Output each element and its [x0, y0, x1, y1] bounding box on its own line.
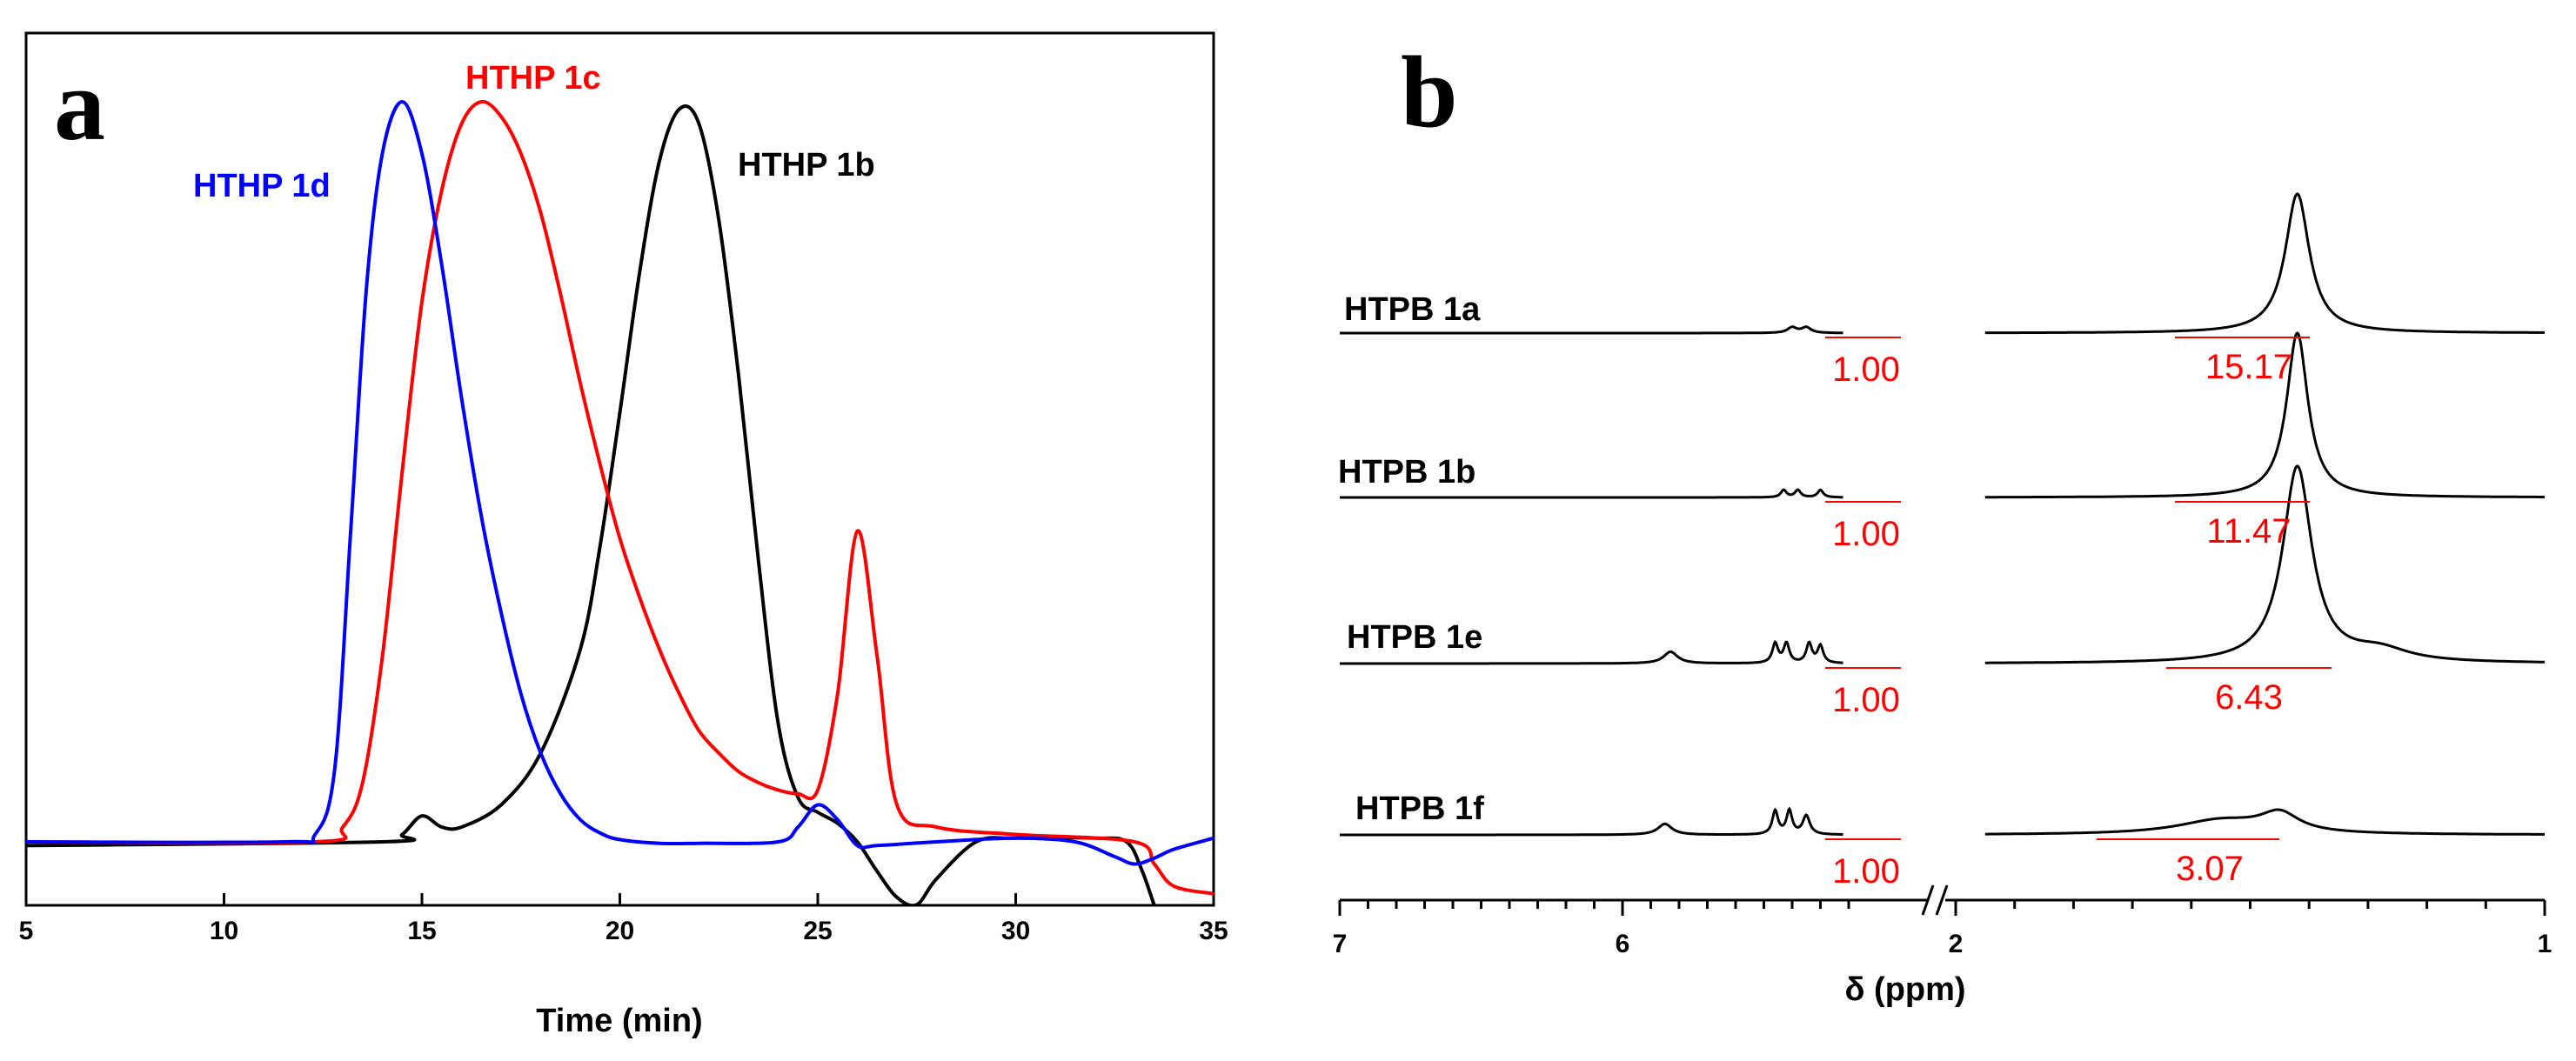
- spectrum-label-htpb-1f: HTPB 1f: [1355, 791, 1484, 827]
- spectrum-label-htpb-1b: HTPB 1b: [1338, 454, 1475, 490]
- spectrum-trace-right: [1984, 464, 2545, 664]
- axis-break-mark: [1921, 884, 1935, 916]
- panel-b-x-tick-label: 7: [1333, 930, 1348, 958]
- axis-break-mark: [1935, 884, 1949, 916]
- spectrum-trace-left: [1340, 806, 1843, 837]
- panel-b-x-axis: 7 6 2 1: [1333, 884, 2553, 958]
- panel-b-x-tick-label: 6: [1616, 930, 1630, 958]
- panel-b-spectra: [1340, 192, 2545, 837]
- series-line-hthp-1b: [26, 104, 1156, 905]
- spectrum-trace-left: [1340, 325, 1843, 335]
- panel-b-x-tick-label: 2: [1949, 930, 1964, 958]
- spectrum-trace-right: [1984, 331, 2545, 499]
- integral-value-left: 1.00: [1832, 681, 1900, 719]
- panel-b: b 1.00 15.17 1.00 11.47 1.00 6.43 1.00 3.07 HTP…: [1333, 35, 2553, 1008]
- panel-a-series: [26, 99, 1214, 905]
- spectrum-trace-right: [1984, 808, 2545, 836]
- panel-a-x-ticks: 5 10 15 20 25 30 35: [19, 893, 1228, 945]
- series-label-hthp-1c: HTHP 1c: [465, 60, 601, 97]
- panel-a: 5 10 15 20 25 30 35 a HTHP 1d HTHP 1c HTHP 1b …: [19, 31, 1228, 1039]
- spectrum-trace-left: [1340, 639, 1843, 665]
- integral-value-left: 1.00: [1832, 515, 1900, 553]
- spectrum-trace-right: [1984, 192, 2545, 335]
- panel-a-x-tick-label: 15: [407, 917, 436, 945]
- series-label-hthp-1b: HTHP 1b: [738, 147, 875, 184]
- integral-value-right: 3.07: [2176, 850, 2244, 888]
- panel-a-x-tick-label: 30: [1001, 917, 1030, 945]
- panel-b-letter: b: [1401, 35, 1458, 149]
- panel-a-x-tick-label: 20: [606, 917, 634, 945]
- spectrum-label-htpb-1e: HTPB 1e: [1347, 619, 1482, 656]
- integral-value-right: 15.17: [2205, 348, 2292, 386]
- series-line-hthp-1d: [26, 99, 1214, 866]
- series-label-hthp-1d: HTHP 1d: [193, 168, 331, 204]
- integral-value-right: 11.47: [2206, 512, 2291, 551]
- integral-value-left: 1.00: [1832, 350, 1900, 389]
- panel-a-x-tick-label: 5: [19, 917, 34, 945]
- panel-a-x-tick-label: 35: [1199, 917, 1228, 945]
- panel-a-x-tick-label: 25: [803, 917, 832, 945]
- panel-b-integrals: 1.00 15.17 1.00 11.47 1.00 6.43 1.00 3.07: [1825, 337, 2332, 891]
- spectrum-label-htpb-1a: HTPB 1a: [1344, 291, 1481, 328]
- spectrum-trace-left: [1340, 488, 1843, 499]
- panel-a-x-axis-title: Time (min): [536, 1003, 702, 1039]
- panel-b-x-tick-label: 1: [2538, 930, 2553, 958]
- integral-value-left: 1.00: [1832, 852, 1900, 891]
- panel-a-x-tick-label: 10: [210, 917, 238, 945]
- panel-a-letter: a: [54, 48, 105, 162]
- series-line-hthp-1c: [26, 99, 1214, 896]
- panel-b-x-axis-title: δ (ppm): [1844, 971, 1965, 1008]
- panel-a-plot-frame: [24, 31, 1215, 907]
- integral-value-right: 6.43: [2215, 678, 2283, 717]
